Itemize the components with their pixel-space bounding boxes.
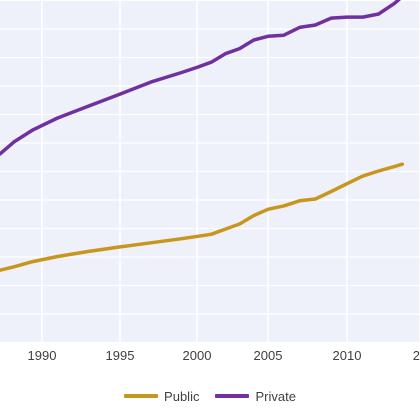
x-tick-label: 2000 [183,348,212,363]
series-line-public [0,162,405,272]
legend: Public Private [0,386,420,406]
x-axis-tick-labels: 1990 1995 2000 2005 2010 20 [28,348,420,363]
legend-label-public: Public [164,388,200,404]
legend-item-public: Public [124,389,199,404]
gridlines [0,0,420,342]
x-tick-label: 1990 [28,348,57,363]
legend-item-private: Private [215,388,296,404]
x-tick-label: 2010 [333,348,362,363]
x-tick-label: 2005 [254,348,283,363]
legend-label-private: Private [255,388,296,404]
series-line-private [0,0,402,156]
x-tick-label: 1995 [106,348,135,363]
series-lines [0,0,405,272]
legend-swatch-private [215,394,250,398]
x-tick-label: 20 [413,348,420,363]
legend-swatch-public [124,394,159,398]
